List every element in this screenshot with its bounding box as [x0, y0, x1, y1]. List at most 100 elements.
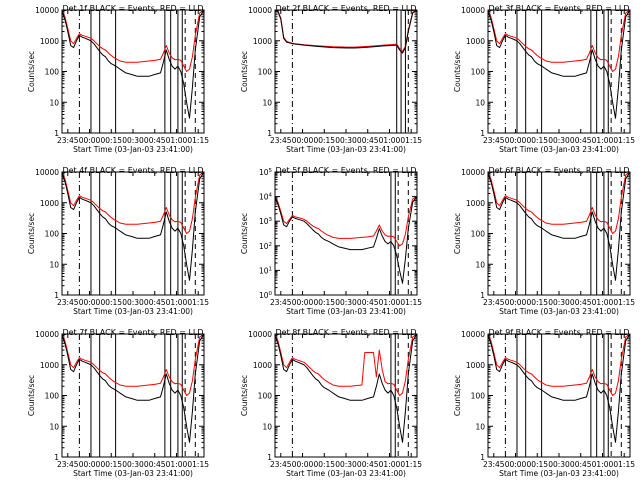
y-tick-label: 10000 — [461, 330, 485, 339]
y-tick-label: 101 — [259, 266, 272, 275]
y-tick-label: 1000 — [253, 37, 272, 46]
y-tick-exponent: 2 — [269, 242, 273, 248]
x-tick-label: 00:30 — [335, 460, 357, 469]
x-tick-label: 00:00 — [79, 136, 101, 145]
y-tick-label: 10000 — [35, 168, 59, 177]
series-line-lld — [275, 196, 417, 247]
x-tick-label: 00:30 — [335, 136, 357, 145]
x-tick-label: 00:30 — [548, 298, 570, 307]
x-tick-label: 00:30 — [548, 460, 570, 469]
x-tick-label: 00:45 — [357, 298, 379, 307]
x-tick-label: 00:30 — [122, 298, 144, 307]
x-tick-label: 00:30 — [548, 136, 570, 145]
x-tick-label: 23:45 — [270, 298, 292, 307]
x-tick-label: 00:00 — [505, 460, 527, 469]
y-tick-exponent: 3 — [269, 217, 273, 223]
x-tick-label: 01:15 — [613, 136, 635, 145]
series-line-events — [275, 196, 417, 284]
y-tick-label: 10000 — [35, 330, 59, 339]
panel-title: Det 5f BLACK = Events, RED = LLD — [275, 166, 416, 175]
series-line-events — [275, 10, 417, 54]
series-line-lld — [62, 334, 204, 396]
y-tick-label: 10000 — [248, 6, 272, 15]
plot-data-layer — [62, 334, 204, 457]
series-line-lld — [275, 334, 417, 396]
plot-data-layer — [488, 10, 630, 133]
y-tick-label: 102 — [259, 242, 272, 251]
y-axis-label: Counts/sec — [240, 375, 249, 416]
y-axis-label: Counts/sec — [27, 213, 36, 254]
y-axis-label: Counts/sec — [453, 375, 462, 416]
x-axis-label: Start Time (03-Jan-03 23:41:00) — [286, 307, 406, 316]
y-axis-label: Counts/sec — [27, 375, 36, 416]
y-tick-label: 100 — [45, 230, 60, 239]
series-line-events — [488, 10, 630, 119]
x-tick-label: 00:15 — [526, 298, 548, 307]
x-tick-label: 01:00 — [592, 298, 614, 307]
y-tick-label: 10000 — [248, 330, 272, 339]
y-tick-label: 1000 — [466, 37, 485, 46]
y-tick-label: 10 — [475, 422, 485, 431]
x-tick-label: 01:15 — [187, 460, 209, 469]
x-tick-label: 00:45 — [144, 298, 166, 307]
y-tick-label: 1000 — [40, 361, 59, 370]
y-tick-label: 10 — [262, 422, 272, 431]
y-tick-label: 1000 — [466, 361, 485, 370]
x-tick-label: 23:45 — [270, 460, 292, 469]
x-tick-label: 00:45 — [570, 460, 592, 469]
x-tick-label: 00:15 — [526, 136, 548, 145]
x-tick-label: 00:00 — [79, 460, 101, 469]
y-axis-label: Counts/sec — [240, 213, 249, 254]
y-tick-exponent: 5 — [269, 168, 273, 174]
x-tick-label: 23:45 — [483, 136, 505, 145]
y-tick-label: 100 — [258, 68, 273, 77]
x-tick-label: 23:45 — [270, 136, 292, 145]
x-tick-label: 23:45 — [57, 460, 79, 469]
x-tick-label: 00:00 — [292, 136, 314, 145]
x-tick-label: 00:15 — [100, 298, 122, 307]
plot-frame — [274, 9, 418, 134]
y-tick-label: 104 — [259, 193, 273, 202]
y-tick-label: 1 — [267, 453, 272, 462]
y-tick-label: 100 — [471, 230, 486, 239]
x-tick-label: 00:15 — [526, 460, 548, 469]
x-tick-label: 00:30 — [335, 298, 357, 307]
y-tick-exponent: 0 — [269, 291, 273, 297]
detector-panel-9: 23:45 00:00 00:15 00:30 00:45 01:00 01:15 1 10 10… — [453, 328, 635, 478]
y-tick-label: 1 — [267, 129, 272, 138]
y-tick-label: 1 — [54, 291, 59, 300]
series-line-lld — [488, 334, 630, 396]
x-tick-label: 00:45 — [144, 136, 166, 145]
detector-panel-2: 23:45 00:00 00:15 00:30 00:45 01:00 01:15 1 10 10… — [240, 4, 422, 154]
x-tick-label: 01:15 — [187, 136, 209, 145]
y-axis-label: Counts/sec — [240, 51, 249, 92]
series-line-lld — [488, 172, 630, 234]
detector-panel-6: 23:45 00:00 00:15 00:30 00:45 01:00 01:15 1 10 10… — [453, 166, 635, 316]
series-line-lld — [62, 172, 204, 234]
x-tick-label: 00:00 — [79, 298, 101, 307]
x-tick-label: 23:45 — [483, 460, 505, 469]
y-tick-label: 105 — [259, 168, 273, 177]
x-tick-label: 00:45 — [357, 460, 379, 469]
x-tick-label: 00:45 — [144, 460, 166, 469]
y-tick-label: 10 — [49, 422, 59, 431]
x-tick-label: 01:00 — [166, 298, 188, 307]
x-axis-label: Start Time (03-Jan-03 23:41:00) — [499, 469, 619, 478]
detector-panel-1: 23:45 00:00 00:15 00:30 00:45 01:00 01:15 1 10 10… — [27, 4, 209, 154]
detector-panel-5: 23:45 00:00 00:15 00:30 00:45 01:00 01:1510010… — [240, 166, 422, 316]
panel-title: Det 6f BLACK = Events, RED = LLD — [488, 166, 629, 175]
x-tick-label: 00:45 — [357, 136, 379, 145]
panel-title: Det 2f BLACK = Events, RED = LLD — [275, 4, 416, 13]
y-tick-label: 1000 — [466, 199, 485, 208]
x-tick-label: 01:00 — [166, 460, 188, 469]
panel-title: Det 3f BLACK = Events, RED = LLD — [488, 4, 629, 13]
series-line-lld — [62, 10, 204, 72]
x-tick-label: 00:15 — [313, 460, 335, 469]
y-tick-label: 100 — [45, 68, 60, 77]
x-tick-label: 01:15 — [400, 298, 422, 307]
y-tick-label: 100 — [471, 68, 486, 77]
x-axis-label: Start Time (03-Jan-03 23:41:00) — [73, 307, 193, 316]
series-line-events — [62, 334, 204, 443]
panel-title: Det 8f BLACK = Events, RED = LLD — [275, 328, 416, 337]
